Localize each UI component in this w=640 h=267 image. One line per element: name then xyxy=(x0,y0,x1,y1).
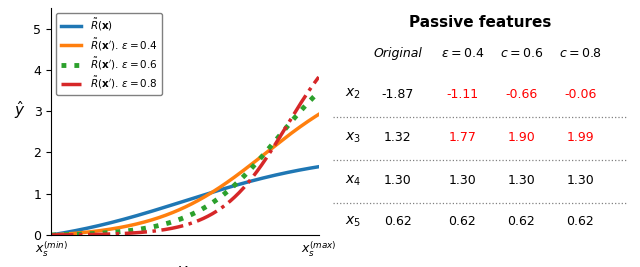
Text: 1.99: 1.99 xyxy=(566,131,594,144)
$\tilde{R}(\mathbf{x}').\, \epsilon = 0.6$ xyxy=(207,202,214,206)
$\tilde{R}(\mathbf{x}').\, \epsilon = 0.4$ xyxy=(315,113,323,116)
Text: -0.66: -0.66 xyxy=(505,88,538,101)
Text: 1.90: 1.90 xyxy=(508,131,535,144)
Text: $x_3$: $x_3$ xyxy=(344,130,360,144)
Text: $c = 0.8$: $c = 0.8$ xyxy=(559,47,602,60)
Y-axis label: $\hat{y}$: $\hat{y}$ xyxy=(14,100,26,121)
$\tilde{R}(\mathbf{x}').\, \epsilon = 0.6$ xyxy=(206,203,214,206)
$\tilde{R}(\mathbf{x}').\, \epsilon = 0.8$ xyxy=(48,233,56,237)
$\tilde{R}(\mathbf{x}').\, \epsilon = 0.8$ xyxy=(207,213,214,217)
$\tilde{R}(\mathbf{x})$ xyxy=(47,233,55,237)
Line: $\tilde{R}(\mathbf{x}').\, \epsilon = 0.8$: $\tilde{R}(\mathbf{x}').\, \epsilon = 0.… xyxy=(51,77,319,235)
$\tilde{R}(\mathbf{x}').\, \epsilon = 0.8$ xyxy=(273,140,280,144)
$\tilde{R}(\mathbf{x}').\, \epsilon = 0.4$ xyxy=(207,192,214,195)
Text: $x_4$: $x_4$ xyxy=(344,173,361,188)
$\tilde{R}(\mathbf{x}').\, \epsilon = 0.8$ xyxy=(206,214,214,217)
$\tilde{R}(\mathbf{x}').\, \epsilon = 0.4$ xyxy=(48,233,56,237)
Text: 1.32: 1.32 xyxy=(384,131,412,144)
Line: $\tilde{R}(\mathbf{x})$: $\tilde{R}(\mathbf{x})$ xyxy=(51,167,319,235)
$\tilde{R}(\mathbf{x}').\, \epsilon = 0.6$ xyxy=(290,117,298,120)
Text: -0.06: -0.06 xyxy=(564,88,596,101)
Text: 1.30: 1.30 xyxy=(508,174,535,187)
$\tilde{R}(\mathbf{x}').\, \epsilon = 0.6$ xyxy=(211,199,219,203)
Text: 0.62: 0.62 xyxy=(508,215,535,228)
$\tilde{R}(\mathbf{x})$ xyxy=(206,191,214,195)
Text: $x_2$: $x_2$ xyxy=(344,87,360,101)
Text: 1.30: 1.30 xyxy=(449,174,476,187)
$\tilde{R}(\mathbf{x}').\, \epsilon = 0.4$ xyxy=(290,130,298,133)
$\tilde{R}(\mathbf{x})$ xyxy=(315,165,323,168)
Line: $\tilde{R}(\mathbf{x}').\, \epsilon = 0.4$: $\tilde{R}(\mathbf{x}').\, \epsilon = 0.… xyxy=(51,114,319,235)
$\tilde{R}(\mathbf{x}').\, \epsilon = 0.4$ xyxy=(206,192,214,195)
Text: -1.87: -1.87 xyxy=(381,88,414,101)
$\tilde{R}(\mathbf{x}').\, \epsilon = 0.6$ xyxy=(47,233,55,237)
Text: $x_5$: $x_5$ xyxy=(344,214,360,229)
Text: -1.11: -1.11 xyxy=(446,88,479,101)
$\tilde{R}(\mathbf{x})$ xyxy=(48,233,56,236)
$\tilde{R}(\mathbf{x}').\, \epsilon = 0.6$ xyxy=(273,138,280,141)
$\tilde{R}(\mathbf{x}').\, \epsilon = 0.4$ xyxy=(273,143,280,146)
$\tilde{R}(\mathbf{x}').\, \epsilon = 0.8$ xyxy=(290,113,298,116)
$\tilde{R}(\mathbf{x})$ xyxy=(290,170,298,173)
Text: 1.30: 1.30 xyxy=(384,174,412,187)
Legend: $\tilde{R}(\mathbf{x})$, $\tilde{R}(\mathbf{x}').\, \epsilon = 0.4$, $\tilde{R}(: $\tilde{R}(\mathbf{x})$, $\tilde{R}(\mat… xyxy=(56,13,162,95)
Text: Original: Original xyxy=(373,47,422,60)
$\tilde{R}(\mathbf{x}').\, \epsilon = 0.4$ xyxy=(211,189,219,192)
$\tilde{R}(\mathbf{x}').\, \epsilon = 0.8$ xyxy=(47,233,55,237)
Text: 0.62: 0.62 xyxy=(449,215,476,228)
X-axis label: $X_s$: $X_s$ xyxy=(176,264,194,267)
Text: 0.62: 0.62 xyxy=(566,215,594,228)
Text: 1.30: 1.30 xyxy=(566,174,594,187)
$\tilde{R}(\mathbf{x})$ xyxy=(273,173,280,176)
$\tilde{R}(\mathbf{x}').\, \epsilon = 0.8$ xyxy=(315,75,323,78)
Line: $\tilde{R}(\mathbf{x}').\, \epsilon = 0.6$: $\tilde{R}(\mathbf{x}').\, \epsilon = 0.… xyxy=(51,92,319,235)
Text: Passive features: Passive features xyxy=(409,15,551,30)
Text: $c = 0.6$: $c = 0.6$ xyxy=(500,47,543,60)
Text: 1.77: 1.77 xyxy=(449,131,476,144)
$\tilde{R}(\mathbf{x}').\, \epsilon = 0.6$ xyxy=(48,233,56,237)
$\tilde{R}(\mathbf{x}').\, \epsilon = 0.6$ xyxy=(315,90,323,93)
$\tilde{R}(\mathbf{x})$ xyxy=(207,191,214,194)
$\tilde{R}(\mathbf{x}').\, \epsilon = 0.4$ xyxy=(47,233,55,237)
Text: $\epsilon = 0.4$: $\epsilon = 0.4$ xyxy=(441,47,484,60)
Text: 0.62: 0.62 xyxy=(384,215,412,228)
$\tilde{R}(\mathbf{x})$ xyxy=(211,190,219,193)
$\tilde{R}(\mathbf{x}').\, \epsilon = 0.8$ xyxy=(211,211,219,214)
